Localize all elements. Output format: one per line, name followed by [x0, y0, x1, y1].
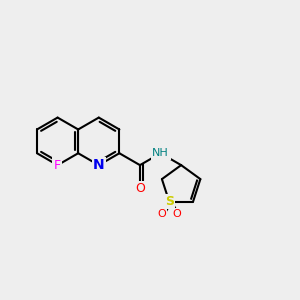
Text: N: N	[93, 158, 105, 172]
Text: O: O	[172, 209, 181, 219]
Text: NH: NH	[152, 148, 169, 158]
Text: O: O	[158, 209, 167, 219]
Text: S: S	[165, 195, 174, 208]
Text: O: O	[135, 182, 145, 195]
Text: N: N	[93, 158, 105, 172]
Text: F: F	[53, 159, 60, 172]
Text: F: F	[54, 159, 61, 172]
